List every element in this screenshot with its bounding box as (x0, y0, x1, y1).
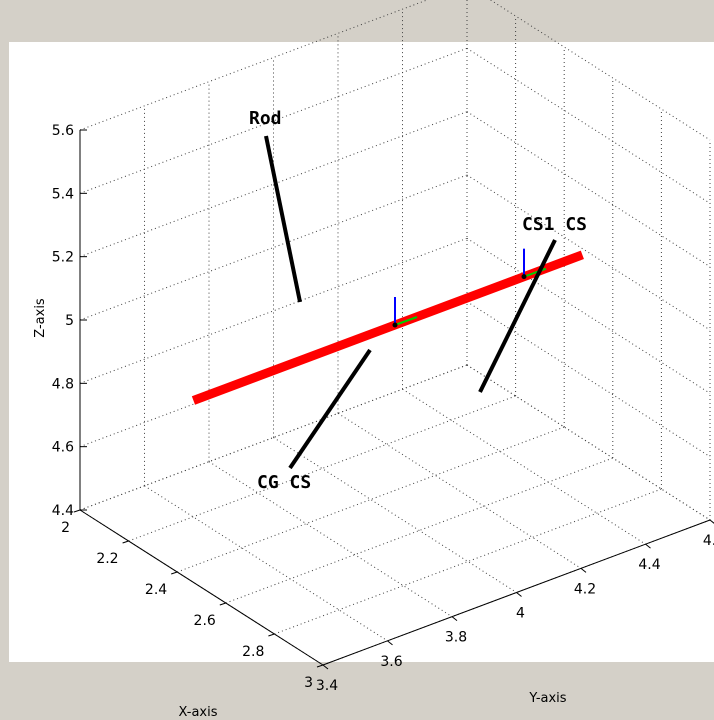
grid-line (466, 301, 711, 458)
grid-line (128, 395, 516, 542)
z-tick-label: 4.8 (52, 376, 74, 392)
x-axis-label: X-axis (179, 705, 218, 720)
grid-line (79, 237, 468, 384)
grid-line (144, 485, 388, 642)
rod-pointer-line (264, 135, 302, 303)
x-tick-label: 2 (61, 520, 70, 536)
annotation-cs1-cs: CS1 CS (522, 214, 587, 235)
tick-labels: 4.4 4.6 4.8 5 5.2 5.4 5.6 2 2.2 2.4 2.6 2.8 3 3.4 3.6 3… (52, 123, 714, 694)
grid-line (274, 488, 662, 635)
x-tick-label: 2.2 (96, 551, 118, 567)
grid-line (466, 364, 711, 521)
grid-line (466, 111, 711, 268)
frame-origin-marker (392, 322, 398, 328)
x-tick-mark (171, 571, 178, 575)
y-axis-label: Y-axis (528, 691, 566, 706)
grid-line (466, 47, 711, 204)
x-tick-mark (73, 509, 81, 513)
x-tick-mark (316, 664, 324, 668)
y-tick-label: 3.4 (316, 678, 338, 694)
x-tick-label: 3 (304, 675, 313, 691)
z-tick-label: 4.4 (52, 503, 74, 519)
axes-edges (73, 129, 714, 670)
cs1-cs-pointer-line (478, 239, 557, 393)
y-tick-label: 3.8 (445, 630, 467, 646)
y-tick-mark (709, 519, 714, 524)
y-tick-mark (516, 592, 522, 597)
rod-body (191, 250, 584, 405)
z-tick-label: 5.2 (52, 250, 74, 266)
annotation-rod: Rod (249, 108, 282, 129)
x-tick-mark (268, 633, 275, 637)
x-tick-label: 2.6 (194, 613, 216, 629)
y-tick-label: 4.4 (638, 557, 660, 573)
grid-line (79, 111, 468, 258)
y-tick-mark (645, 543, 651, 549)
grid-line (208, 461, 453, 618)
cg-cs-pointer-line (288, 348, 372, 470)
grid-lines (79, 0, 711, 666)
frame-y-axis (394, 316, 418, 326)
x-tick-mark (219, 602, 226, 606)
annotation-cg-cs: CG CS (257, 472, 311, 493)
y-tick-label: 4.6 (703, 533, 714, 549)
grid-line (177, 426, 565, 573)
x-axis-line (79, 509, 324, 666)
grid-line (402, 388, 646, 545)
cg-cs-frame (392, 297, 418, 328)
y-tick-mark (451, 616, 458, 622)
x-tick-label: 2.8 (242, 644, 264, 660)
y-tick-mark (387, 640, 393, 646)
z-tick-label: 5 (65, 313, 74, 329)
y-tick-mark (322, 664, 329, 670)
grid-line (466, 174, 711, 331)
grid-line (273, 437, 517, 593)
y-tick-mark (580, 567, 587, 573)
y-tick-label: 4.2 (574, 581, 596, 597)
z-tick-label: 5.4 (52, 186, 74, 202)
x-tick-label: 2.4 (145, 582, 167, 598)
z-tick-label: 4.6 (52, 440, 74, 456)
frame-origin-marker (521, 274, 527, 280)
grid-line (79, 174, 468, 321)
y-tick-label: 3.6 (380, 654, 402, 670)
grid-line (466, 237, 711, 394)
x-tick-mark (122, 540, 129, 544)
grid-line (79, 47, 468, 194)
axes-box (9, 42, 714, 662)
y-tick-label: 4 (516, 606, 525, 622)
grid-line (489, 0, 711, 141)
z-axis-label: Z-axis (33, 298, 48, 338)
z-tick-label: 5.6 (52, 123, 74, 139)
grid-line (79, 0, 429, 131)
grid-line (337, 412, 582, 569)
